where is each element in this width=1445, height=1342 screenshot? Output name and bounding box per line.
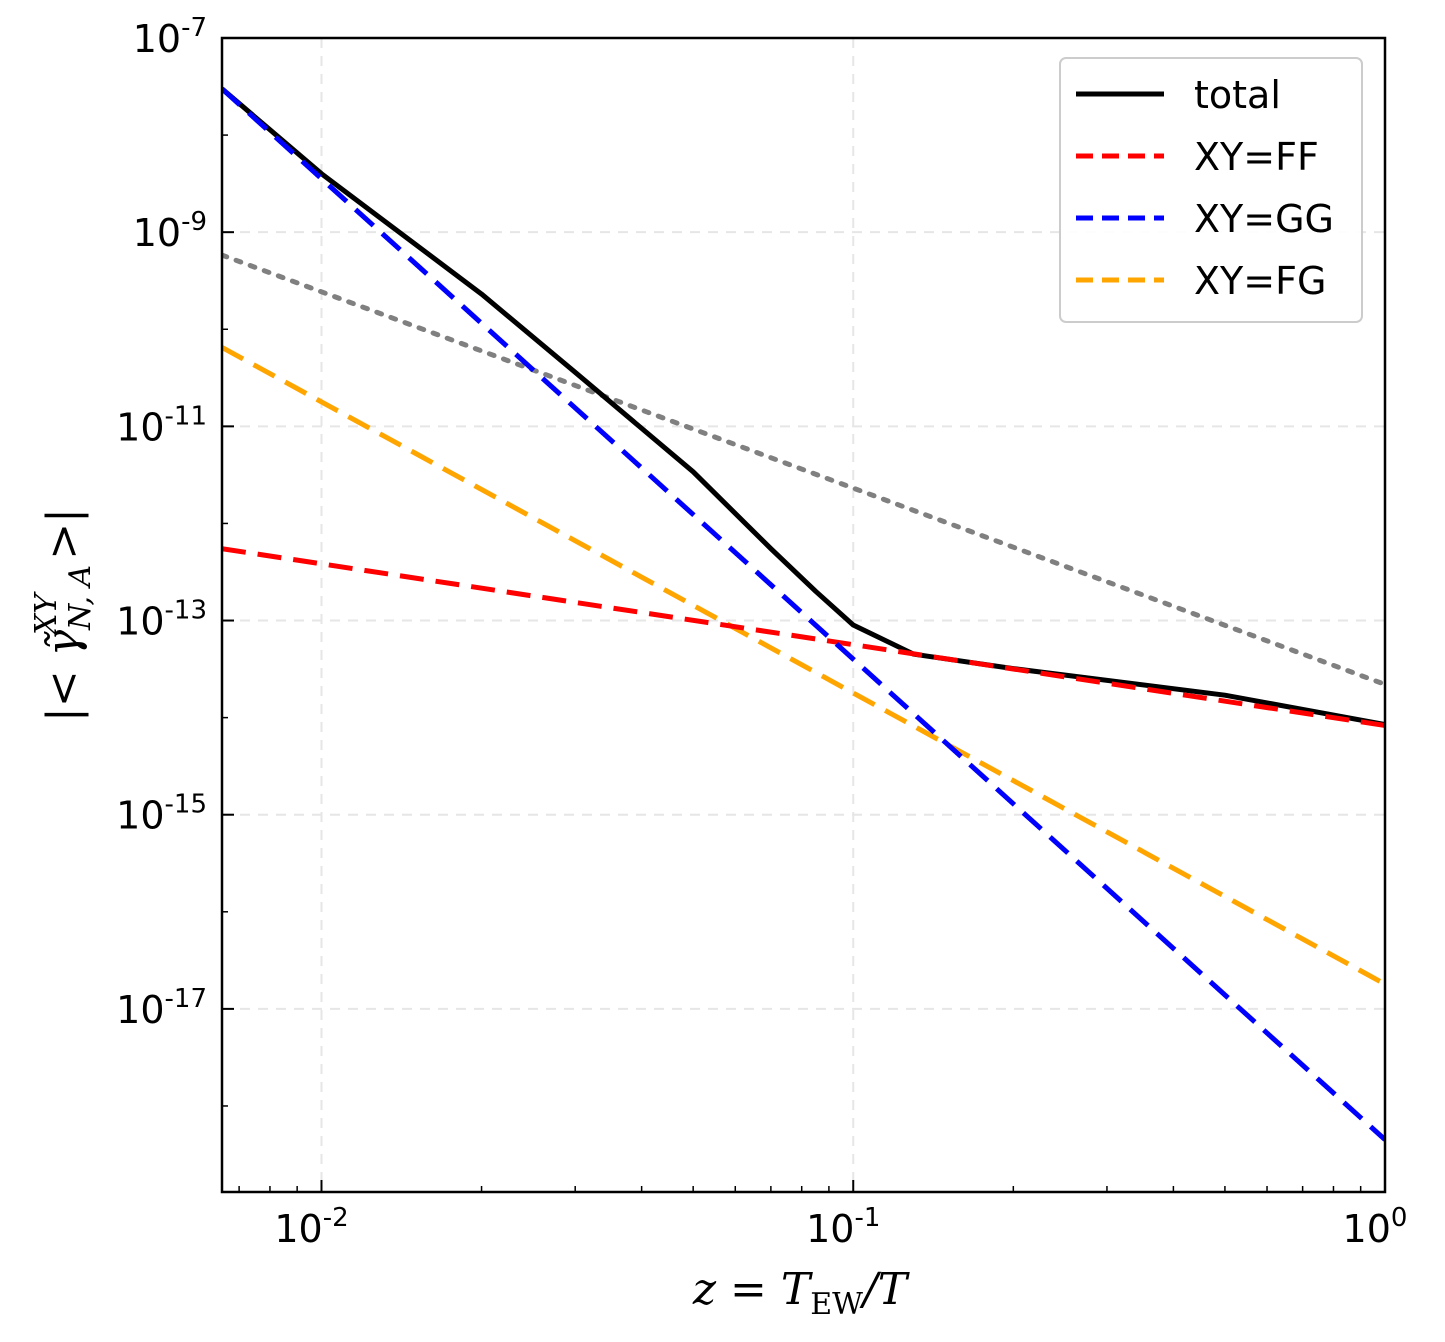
y-tick-label: 10-15 (116, 790, 207, 838)
series-layer (222, 86, 1385, 1142)
y-tick-base: 10 (133, 211, 181, 255)
series-line-reference-dotted (222, 252, 1385, 687)
series-line-xy-fg (222, 345, 1385, 987)
y-tick-base: 10 (116, 600, 164, 644)
x-tick-exp: -1 (854, 1203, 880, 1233)
y-tick-label: 10-7 (133, 13, 207, 61)
x-tick-label: 100 (1343, 1203, 1408, 1251)
legend-label: total (1194, 73, 1281, 117)
ticks (222, 37, 1386, 1192)
y-tick-label: 10-9 (133, 207, 207, 255)
y-axis-title: |< γ̃N, AXY >| (29, 508, 98, 722)
series-line-xy-ff (222, 546, 1385, 728)
x-tick-base: 10 (806, 1207, 854, 1251)
x-tick-base: 10 (1343, 1207, 1391, 1251)
y-tick-exp: -9 (181, 207, 207, 237)
x-tick-exp: 0 (1391, 1203, 1408, 1233)
x-axis-title: z = TEW/T (692, 1264, 911, 1322)
y-tick-base: 10 (133, 17, 181, 61)
x-tick-exp: -2 (323, 1203, 349, 1233)
y-tick-label: 10-13 (116, 596, 207, 644)
x-tick-base: 10 (274, 1207, 322, 1251)
legend-label: XY=GG (1194, 197, 1334, 241)
y-tick-label: 10-11 (116, 401, 207, 449)
legend-label: XY=FF (1194, 135, 1319, 179)
y-tick-exp: -7 (181, 13, 207, 43)
series-line-xy-gg (222, 86, 1385, 1142)
y-tick-exp: -17 (165, 984, 207, 1014)
y-tick-base: 10 (116, 794, 164, 838)
y-tick-label: 10-17 (116, 984, 207, 1032)
y-tick-exp: -13 (165, 596, 207, 626)
y-tick-exp: -15 (165, 790, 207, 820)
x-tick-label: 10-2 (274, 1203, 348, 1251)
legend-box (1059, 57, 1363, 323)
y-tick-base: 10 (116, 405, 164, 449)
legend: total XY=FF XY=GG XY=FG (1059, 57, 1363, 323)
y-tick-exp: -11 (165, 401, 207, 431)
grid (222, 38, 1385, 1192)
plot-frame (220, 36, 1387, 1194)
legend-label: XY=FG (1194, 259, 1326, 303)
x-tick-label: 10-1 (806, 1203, 880, 1251)
y-tick-base: 10 (116, 988, 164, 1032)
